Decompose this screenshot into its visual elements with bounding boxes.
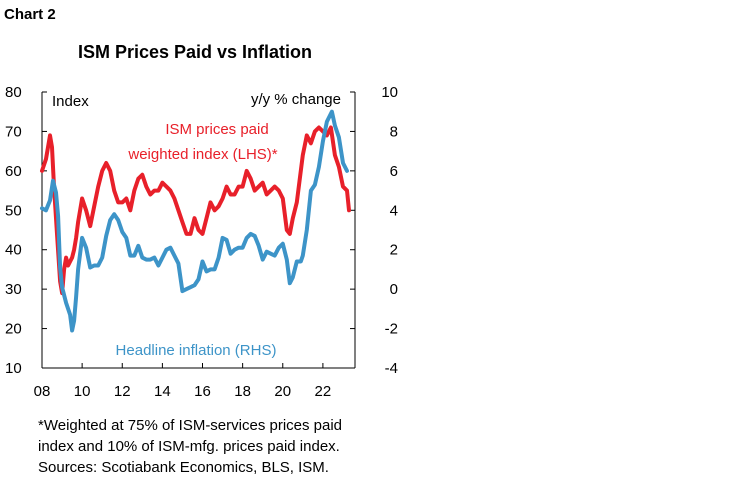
right-tick-label: -4 [385, 360, 398, 377]
footnote-line-2: index and 10% of ISM-mfg. prices paid in… [38, 438, 340, 455]
left-tick-label: 30 [5, 281, 22, 298]
ism-series-label-line1: ISM prices paid [165, 121, 268, 138]
right-axis-label: y/y % change [251, 91, 341, 108]
right-tick-label: -2 [385, 321, 398, 338]
ism-prices-paid-line [40, 125, 351, 296]
x-axis-ticks: 08 10 12 14 16 18 20 22 [34, 363, 332, 400]
x-tick-label: 20 [274, 383, 291, 400]
headline-inflation-line [40, 109, 349, 333]
right-tick-label: 8 [390, 123, 398, 140]
left-tick-label: 50 [5, 202, 22, 219]
chart-number-label: Chart 2 [4, 6, 56, 23]
series-group [40, 109, 351, 333]
x-tick-label: 08 [34, 383, 51, 400]
right-tick-label: 4 [390, 202, 398, 219]
left-tick-label: 20 [5, 321, 22, 338]
right-tick-label: 10 [381, 84, 398, 101]
ism-series-label-line2: weighted index (LHS)* [127, 146, 277, 163]
x-tick-label: 16 [194, 383, 211, 400]
left-tick-label: 80 [5, 84, 22, 101]
left-tick-label: 70 [5, 123, 22, 140]
right-axis-ticks: 10 8 6 4 2 0 -2 -4 [350, 84, 398, 377]
right-tick-label: 0 [390, 281, 398, 298]
x-tick-label: 12 [114, 383, 131, 400]
footnote-line-1: *Weighted at 75% of ISM-services prices … [38, 417, 343, 434]
left-axis-ticks: 80 70 60 50 40 30 20 10 [5, 84, 47, 377]
chart-title: ISM Prices Paid vs Inflation [78, 42, 312, 62]
left-tick-label: 10 [5, 360, 22, 377]
sources-line: Sources: Scotiabank Economics, BLS, ISM. [38, 459, 329, 476]
x-tick-label: 22 [315, 383, 332, 400]
x-tick-label: 14 [154, 383, 171, 400]
inflation-series-label: Headline inflation (RHS) [116, 342, 277, 359]
left-tick-label: 60 [5, 163, 22, 180]
x-tick-label: 10 [74, 383, 91, 400]
left-axis-label: Index [52, 93, 89, 110]
right-tick-label: 6 [390, 163, 398, 180]
right-tick-label: 2 [390, 242, 398, 259]
footnote: *Weighted at 75% of ISM-services prices … [38, 415, 342, 478]
left-tick-label: 40 [5, 242, 22, 259]
x-tick-label: 18 [234, 383, 251, 400]
